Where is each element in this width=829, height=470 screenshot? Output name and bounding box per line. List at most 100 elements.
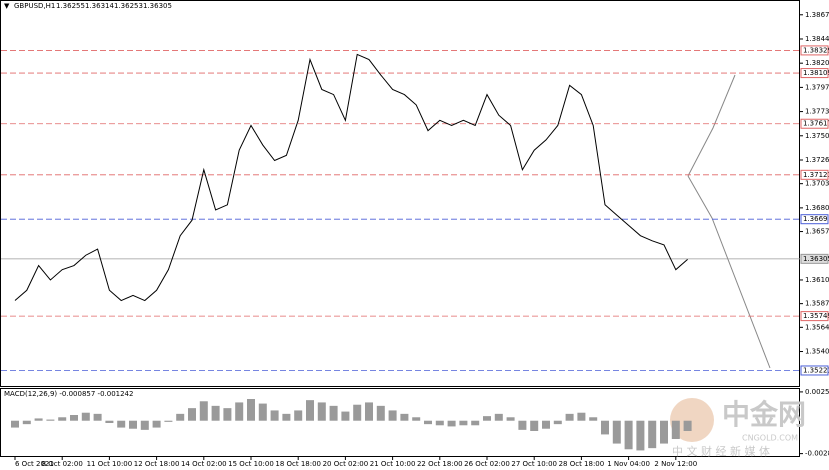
x-tick-label: 6 Oct 2021 <box>15 460 54 468</box>
macd-bar <box>660 420 668 444</box>
y-tick-label: 1.36100 <box>805 276 829 284</box>
y-tick-label: 1.38440 <box>805 35 829 43</box>
macd-bar <box>518 420 527 430</box>
macd-frame <box>0 388 800 457</box>
macd-bar <box>199 401 208 421</box>
macd-bar <box>471 420 480 426</box>
macd-bar <box>270 410 279 421</box>
macd-bar <box>46 419 55 421</box>
macd-bar <box>388 410 397 421</box>
macd-bar <box>412 417 421 421</box>
y-tick-label: 1.37035 <box>805 180 829 188</box>
x-tick-label: 14 Oct 02:00 <box>181 460 227 468</box>
x-tick-label: 21 Oct 10:00 <box>370 460 416 468</box>
macd-bar <box>447 420 456 427</box>
level-tag <box>800 169 829 180</box>
macd-bar <box>258 403 267 421</box>
y-tick-label: -0.002879 <box>805 450 829 458</box>
macd-bar <box>11 420 19 428</box>
macd-bar <box>589 417 598 421</box>
watermark: 中金网 CNGOLD.COM 中 文 财 经 新 媒 体 <box>670 398 806 458</box>
macd-bar <box>105 420 114 423</box>
macd-bar <box>93 413 102 421</box>
header-arrow: ▼ <box>4 2 10 10</box>
macd-bar <box>117 420 126 428</box>
macd-bar <box>34 418 43 421</box>
y-tick-label: 1.36570 <box>805 228 829 236</box>
x-tick-label: 1 Nov 04:00 <box>607 460 650 468</box>
y-tick-label: 1.35405 <box>805 348 829 356</box>
level-label: 1.35221 <box>803 366 829 374</box>
macd-bar <box>459 420 468 426</box>
ohlc-value: 1.36253 <box>114 2 143 10</box>
macd-bar <box>176 413 185 421</box>
macd-bar <box>282 413 291 421</box>
macd-bar <box>553 420 562 425</box>
level-tag <box>800 118 829 129</box>
x-tick-label: 11 Oct 10:00 <box>87 460 133 468</box>
x-tick-label: 18 Oct 18:00 <box>275 460 321 468</box>
level-label: 1.37617 <box>803 120 829 128</box>
x-tick-label: 26 Oct 02:00 <box>464 460 510 468</box>
y-tick-label: 1.38675 <box>805 11 829 19</box>
y-tick-label: 1.37265 <box>805 156 829 164</box>
macd-bar <box>671 420 680 439</box>
macd-bar <box>164 420 173 422</box>
symbol: GBPUSD,H1 <box>14 2 55 10</box>
y-tick-label: 1.36800 <box>805 204 829 212</box>
y-tick-label: 1.37970 <box>805 83 829 91</box>
price-line <box>14 53 688 302</box>
macd-bar <box>329 405 338 421</box>
ohlc-value: 1.36255 <box>56 2 85 10</box>
watermark-site: CNGOLD.COM <box>742 434 798 443</box>
watermark-slogan: 中 文 财 经 新 媒 体 <box>672 444 770 458</box>
macd-bar <box>601 420 609 435</box>
watermark-title: 中金网 <box>722 398 806 431</box>
main-frame <box>0 0 800 387</box>
macd-bar <box>22 420 31 425</box>
macd-bar <box>577 412 586 421</box>
x-tick-label: 20 Oct 02:00 <box>323 460 369 468</box>
level-label: 1.38329 <box>803 46 829 54</box>
macd-bar <box>211 405 220 421</box>
y-tick-label: 1.37735 <box>805 108 829 116</box>
macd-bar <box>435 420 444 426</box>
macd-bar <box>353 404 362 421</box>
level-tag <box>800 253 829 264</box>
macd-bar <box>494 413 503 421</box>
macd-bar <box>317 402 326 421</box>
macd-bar <box>483 416 491 421</box>
macd-bar <box>636 420 645 451</box>
arrow-down <box>687 175 771 369</box>
x-tick-label: 8 Oct 02:00 <box>42 460 83 468</box>
macd-bar <box>188 408 196 421</box>
macd-bar <box>542 420 550 429</box>
macd-bar <box>58 417 67 421</box>
level-label: 1.35749 <box>803 312 829 320</box>
ohlc-value: 1.36305 <box>143 2 172 10</box>
y-tick-label: 1.35870 <box>805 300 829 308</box>
level-label: 1.36305 <box>803 255 829 263</box>
macd-bar <box>612 420 621 444</box>
arrow-up <box>687 74 736 177</box>
macd-bar <box>424 420 432 425</box>
macd-bar <box>530 420 539 431</box>
level-label: 1.38109 <box>803 69 829 77</box>
macd-bar <box>247 399 255 421</box>
macd-bar <box>70 415 78 421</box>
y-tick-label: 0.002521 <box>805 388 829 396</box>
level-tag <box>800 68 829 79</box>
level-label: 1.3669 <box>803 215 828 223</box>
projection-arrows <box>687 74 771 369</box>
ohlc-value: 1.36314 <box>85 2 114 10</box>
x-tick-label: 12 Oct 18:00 <box>134 460 180 468</box>
macd-bar <box>294 410 303 421</box>
macd-bar <box>81 412 90 421</box>
x-tick-label: 2 Nov 12:00 <box>654 460 697 468</box>
macd-bar <box>235 402 244 421</box>
macd-bar <box>306 400 314 421</box>
level-tag <box>800 311 829 322</box>
y-tick-label: 1.37500 <box>805 132 829 140</box>
